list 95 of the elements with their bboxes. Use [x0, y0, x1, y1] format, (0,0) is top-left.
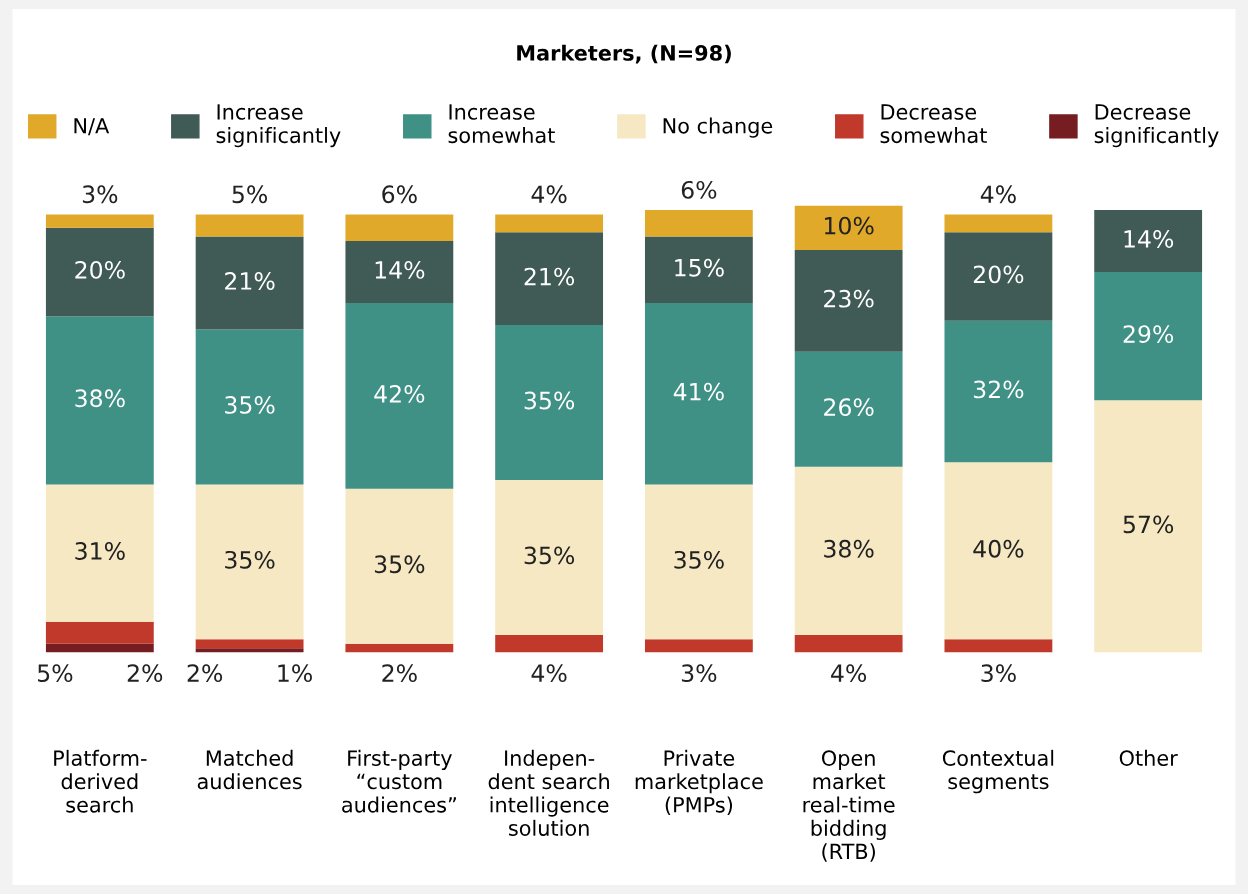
legend-label: Decrease somewhat: [880, 104, 987, 144]
bar: [794, 249, 903, 352]
x-tick-label: Private marketplace (PMPs): [635, 749, 763, 816]
data-label: 3%: [981, 664, 1016, 683]
data-label: 3%: [82, 185, 118, 204]
legend-label: Increase somewhat: [448, 104, 555, 144]
bar: [45, 621, 154, 644]
data-label: 4%: [980, 185, 1016, 204]
bar: [345, 302, 454, 489]
data-label: 42%: [374, 384, 425, 403]
data-label: 4%: [831, 664, 867, 683]
bar: [944, 232, 1053, 321]
bar: [495, 214, 604, 233]
legend-label: No change: [663, 117, 773, 138]
x-tick-label: Platform- derived search: [54, 749, 147, 813]
bar: [944, 214, 1053, 233]
data-label: 21%: [225, 272, 275, 290]
data-label: 21%: [524, 267, 575, 286]
data-label: 35%: [524, 546, 575, 565]
bar: [345, 488, 454, 644]
data-label: 1%: [278, 664, 312, 683]
bar: [195, 236, 304, 330]
bar: [45, 227, 154, 317]
x-tick-label: First-party “custom audiences”: [342, 749, 456, 813]
data-label: 32%: [973, 380, 1024, 399]
data-label: 3%: [681, 664, 717, 683]
data-label: 2%: [187, 664, 223, 683]
data-label: 20%: [973, 265, 1024, 284]
x-tick-label: Open market real-time bidding (RTB): [803, 750, 895, 862]
bar: [195, 484, 304, 640]
data-label: 35%: [225, 395, 275, 414]
legend-label: Decrease significantly: [1094, 104, 1219, 148]
data-label: 38%: [75, 389, 125, 408]
bar: [195, 648, 304, 653]
data-label: 2%: [382, 664, 417, 683]
x-tick-label: Indepen- dent search intelligence solution: [488, 749, 609, 836]
bar: [195, 329, 304, 485]
data-label: 10%: [824, 216, 874, 235]
x-tick-label: Matched audiences: [197, 749, 302, 790]
x-tick-label: Other: [1119, 749, 1178, 766]
legend-label: Increase significantly: [216, 104, 341, 148]
chart-title: Marketers, (N=98): [517, 44, 731, 64]
data-label: 29%: [1123, 325, 1174, 344]
bar: [495, 232, 604, 326]
bar: [1094, 400, 1203, 653]
bar: [794, 634, 903, 653]
bar: [644, 639, 753, 653]
bar: [644, 236, 753, 303]
x-tick-label: Contextual segments: [942, 749, 1054, 794]
bar: [1094, 272, 1203, 401]
bar: [45, 214, 154, 228]
bar: [944, 639, 1053, 653]
data-label: 38%: [824, 539, 874, 558]
data-label: 4%: [531, 185, 567, 204]
bar: [794, 351, 903, 467]
data-label: 40%: [973, 539, 1024, 558]
bar: [45, 484, 154, 622]
data-label: 23%: [824, 289, 874, 308]
bar: [45, 643, 154, 653]
bar: [944, 462, 1053, 640]
bar: [794, 205, 903, 250]
bar: [495, 634, 604, 653]
data-label: 35%: [524, 391, 575, 410]
data-label: 41%: [673, 382, 724, 401]
bar: [195, 214, 304, 237]
bar: [644, 302, 753, 485]
data-label: 5%: [232, 185, 268, 204]
legend-label: N/A: [74, 118, 110, 136]
bar: [495, 325, 604, 481]
bar: [644, 484, 753, 640]
data-label: 57%: [1123, 515, 1174, 534]
bar: [45, 316, 154, 485]
data-label: 5%: [38, 664, 73, 683]
data-label: 6%: [681, 180, 717, 199]
bar: [495, 480, 604, 635]
data-label: 14%: [375, 261, 425, 279]
data-label: 35%: [225, 550, 275, 569]
data-label: 26%: [824, 398, 874, 417]
bar: [644, 210, 753, 237]
data-label: 4%: [531, 664, 567, 683]
data-label: 14%: [1124, 230, 1174, 248]
bar: [794, 466, 903, 635]
data-label: 2%: [127, 664, 163, 683]
bar: [345, 241, 454, 303]
data-label: 20%: [75, 261, 125, 279]
data-label: 35%: [674, 550, 724, 569]
bar: [345, 643, 454, 653]
data-label: 31%: [75, 542, 125, 560]
data-label: 6%: [382, 185, 417, 204]
bar: [345, 214, 454, 242]
data-label: 15%: [675, 258, 724, 277]
bar: [1094, 210, 1203, 273]
data-label: 35%: [374, 555, 425, 574]
bar: [944, 320, 1053, 463]
bar: [195, 639, 304, 649]
